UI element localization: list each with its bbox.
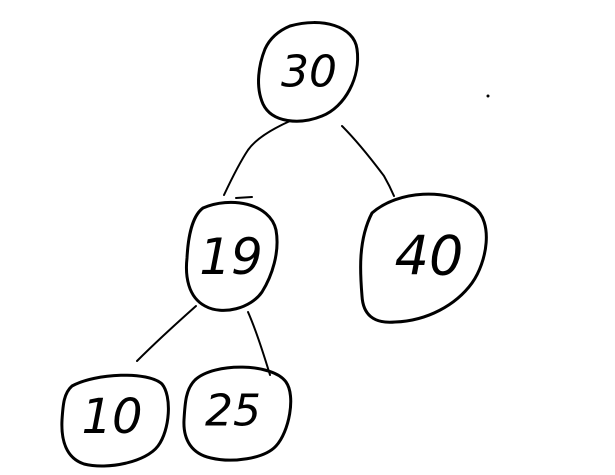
node-25-label: 25: [205, 386, 261, 437]
tree-nodes: [60, 21, 488, 468]
edge-30-19-tick: [235, 196, 253, 199]
edge-30-19: [223, 120, 291, 196]
tree-labels: 30 19 40 10 25: [81, 47, 463, 446]
node-10-circle: [60, 373, 170, 468]
node-19-circle: [185, 200, 279, 312]
node-40-label: 40: [395, 225, 464, 288]
node-30-circle: [257, 21, 360, 123]
node-25-circle: [182, 365, 293, 462]
node-19-label: 19: [199, 228, 263, 286]
node-30-label: 30: [281, 47, 337, 98]
edge-19-10: [136, 305, 197, 362]
edge-30-40: [341, 125, 395, 197]
stray-dot: [486, 94, 490, 98]
edge-19-25: [247, 311, 271, 376]
node-10-label: 10: [81, 389, 142, 445]
tree-edges: [136, 120, 395, 385]
node-40-circle: [359, 192, 488, 324]
